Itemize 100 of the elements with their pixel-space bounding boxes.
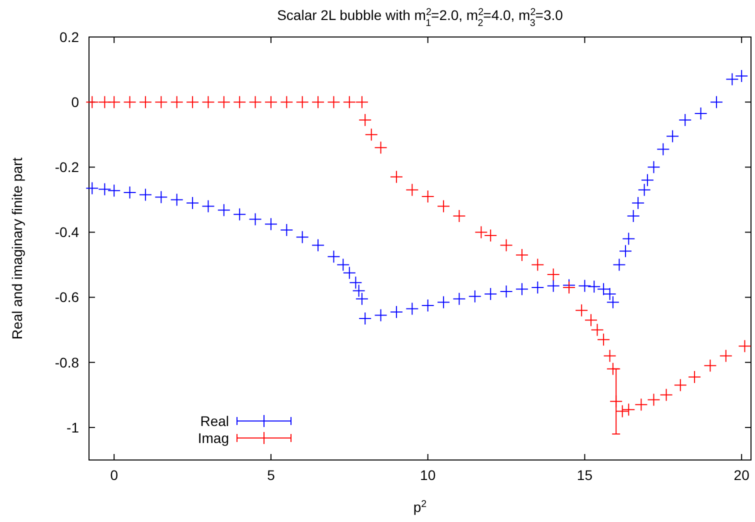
point [588,280,601,294]
legend-label: Real [200,412,229,429]
point [738,340,752,353]
point [170,96,184,109]
point [531,281,544,294]
point [704,359,717,372]
point [342,96,356,109]
x-tick-label: 15 [576,467,593,483]
point [312,96,325,109]
point [296,230,309,244]
point [622,232,636,246]
point [638,183,651,196]
point [364,128,378,142]
point [500,238,513,252]
point [280,223,294,236]
point [437,200,450,213]
point [248,96,262,109]
point [678,113,692,126]
point [647,393,660,406]
point [452,209,466,222]
point [421,190,434,203]
point [154,96,168,109]
y-tick-label: -0.4 [54,224,80,240]
point [421,298,434,312]
point [634,398,648,412]
point [656,142,670,156]
point [186,96,200,109]
point [108,184,121,198]
point [452,292,466,306]
point [123,96,136,109]
x-tick-label: 20 [734,467,750,483]
point [248,212,262,226]
y-tick-label: -0.6 [54,289,80,306]
point [735,70,748,83]
point [390,305,403,318]
point [575,304,588,317]
point [726,72,739,86]
point [312,238,325,252]
x-axis-title: p$^{2}$ [413,498,427,515]
y-tick-label: -1 [66,419,80,436]
point [622,403,636,416]
legend-label: Imag [198,430,229,446]
point [264,96,278,109]
point [86,96,99,109]
point [590,323,604,336]
point [546,279,560,292]
point [406,302,419,316]
point [632,196,645,210]
point [500,284,513,298]
x-tick-label: 5 [267,467,276,483]
point [374,141,388,154]
point [710,96,723,109]
point [660,388,673,402]
point [406,183,419,196]
point [515,248,528,262]
point [603,349,616,362]
point [186,196,200,210]
point [437,296,450,309]
point [640,174,654,187]
point [531,258,544,272]
point [688,370,702,384]
point [619,244,632,258]
point [233,208,246,221]
point [484,288,498,301]
x-tick-label: 10 [420,467,436,483]
y-axis-title: Real and imaginary finite part [9,157,25,340]
point [202,96,215,109]
point [108,96,121,109]
point [233,96,246,109]
point [264,218,278,231]
point [352,284,366,298]
y-tick-label: -0.8 [54,354,80,370]
point [327,250,340,264]
point [694,106,708,120]
y-tick-label: -0.2 [54,159,80,176]
point [170,193,184,206]
point [138,96,152,109]
point [138,188,152,202]
point [647,160,660,174]
point [474,226,488,239]
point [515,282,528,296]
point [123,186,136,200]
point [674,378,687,392]
point [666,130,680,143]
y-tick-label: 0.2 [60,28,80,45]
point [484,228,498,242]
point [390,170,403,184]
point [355,96,368,109]
point [202,200,215,213]
point [562,281,576,294]
point [358,113,372,126]
point [374,308,388,322]
point [86,182,99,195]
point [468,290,482,303]
point [349,276,362,290]
point [610,394,623,408]
point [606,296,620,309]
y-tick-label: 0 [71,94,80,110]
point [616,404,629,418]
x-tick-label: 0 [110,467,118,483]
